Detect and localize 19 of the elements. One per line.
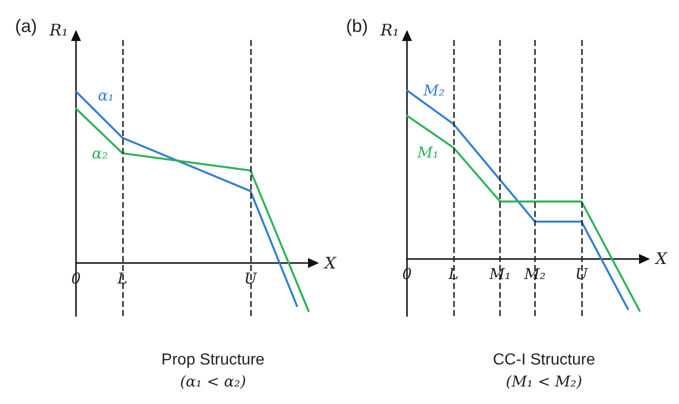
chart-title: (a) xyxy=(15,16,37,36)
x-tick-label: M₂ xyxy=(523,265,546,284)
chart-title: (b) xyxy=(346,16,368,36)
text: Prop Structure xyxy=(161,352,265,368)
x-tick-label: L xyxy=(116,270,128,288)
series-label: α₁ xyxy=(98,86,114,104)
x-axis-title: X xyxy=(322,254,337,273)
y-axis-title: R₁ xyxy=(48,20,68,40)
text: CC-I Structure xyxy=(492,352,596,368)
x-tick-label: U xyxy=(575,265,590,284)
series-label: α₂ xyxy=(92,144,108,163)
series-label: M₁ xyxy=(416,144,439,162)
x-tick-label: M₁ xyxy=(488,265,511,284)
series-label: M₂ xyxy=(422,81,445,100)
text: (α₁ < α₂) xyxy=(180,372,246,390)
y-axis-title: R₁ xyxy=(380,20,399,40)
x-axis-title: X xyxy=(654,249,668,268)
text: (M₁ < M₂) xyxy=(506,372,582,390)
x-tick-label: U xyxy=(244,270,258,288)
